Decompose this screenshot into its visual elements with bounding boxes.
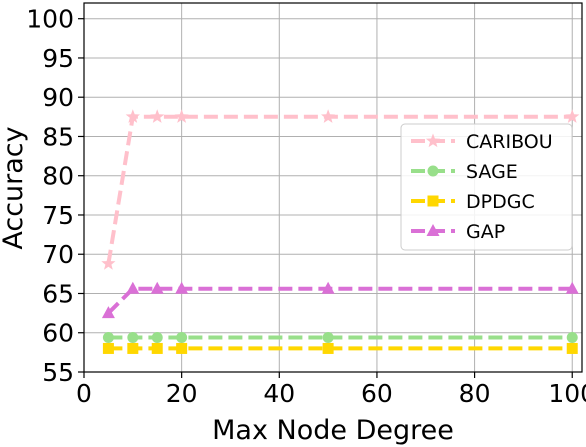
data-point-caribou bbox=[565, 109, 580, 123]
data-point-gap bbox=[150, 281, 164, 294]
data-point-dpdgc bbox=[127, 342, 139, 354]
series-layer bbox=[101, 109, 580, 354]
legend-label-dpdgc: DPDGC bbox=[466, 191, 535, 213]
x-tick-label: 80 bbox=[459, 379, 491, 408]
legend-marker-gap bbox=[426, 224, 440, 236]
series-gap bbox=[101, 281, 579, 319]
x-tick-label: 20 bbox=[166, 379, 198, 408]
y-tick-label: 80 bbox=[42, 162, 74, 191]
y-tick-label: 70 bbox=[42, 240, 74, 269]
x-tick-label: 60 bbox=[361, 379, 393, 408]
data-point-sage bbox=[566, 331, 578, 343]
legend-label-gap: GAP bbox=[466, 221, 505, 243]
data-point-dpdgc bbox=[176, 342, 188, 354]
y-axis-label: Accuracy bbox=[0, 126, 29, 249]
legend-label-sage: SAGE bbox=[466, 161, 518, 183]
data-point-gap bbox=[126, 281, 140, 294]
legend-marker-dpdgc bbox=[427, 195, 439, 207]
data-point-gap bbox=[101, 306, 115, 319]
legend-label-caribou: CARIBOU bbox=[466, 131, 553, 153]
data-point-dpdgc bbox=[151, 342, 163, 354]
data-point-sage bbox=[322, 331, 334, 343]
legend-box bbox=[400, 123, 573, 251]
x-tick-label: 40 bbox=[263, 379, 295, 408]
series-line-caribou bbox=[106, 114, 573, 265]
data-point-caribou bbox=[174, 109, 189, 123]
x-tick-label: 100 bbox=[548, 379, 586, 408]
data-point-dpdgc bbox=[322, 342, 334, 354]
legend-marker-caribou bbox=[425, 133, 441, 148]
data-point-caribou bbox=[321, 109, 336, 123]
data-point-caribou bbox=[150, 109, 165, 123]
data-point-caribou bbox=[101, 256, 116, 270]
data-point-sage bbox=[176, 331, 188, 343]
data-point-caribou bbox=[125, 109, 140, 123]
y-tick-label: 75 bbox=[42, 201, 74, 230]
y-tick-label: 85 bbox=[42, 122, 74, 151]
data-point-sage bbox=[127, 331, 139, 343]
y-tick-label: 55 bbox=[42, 358, 74, 387]
y-tick-label: 95 bbox=[42, 44, 74, 73]
y-tick-label: 60 bbox=[42, 319, 74, 348]
legend: CARIBOU SAGE DPDGC GAP bbox=[400, 123, 573, 251]
data-point-dpdgc bbox=[102, 342, 114, 354]
data-point-dpdgc bbox=[566, 342, 578, 354]
y-axis-ticks: 55 60 65 70 75 80 85 90 95 100 bbox=[26, 5, 84, 387]
data-point-gap bbox=[321, 281, 335, 294]
series-sage bbox=[102, 331, 578, 343]
y-tick-label: 90 bbox=[42, 83, 74, 112]
series-caribou bbox=[101, 109, 580, 270]
data-point-gap bbox=[565, 281, 579, 294]
x-tick-label: 0 bbox=[76, 379, 92, 408]
data-point-sage bbox=[151, 331, 163, 343]
data-point-sage bbox=[102, 331, 114, 343]
data-point-gap bbox=[175, 281, 189, 294]
x-axis-ticks: 0 20 40 60 80 100 bbox=[76, 372, 586, 408]
legend-marker-sage bbox=[427, 165, 439, 177]
y-tick-label: 65 bbox=[42, 279, 74, 308]
y-tick-label: 100 bbox=[26, 5, 74, 34]
plot-area bbox=[83, 2, 583, 373]
series-dpdgc bbox=[102, 342, 578, 354]
x-axis-label: Max Node Degree bbox=[212, 415, 454, 446]
